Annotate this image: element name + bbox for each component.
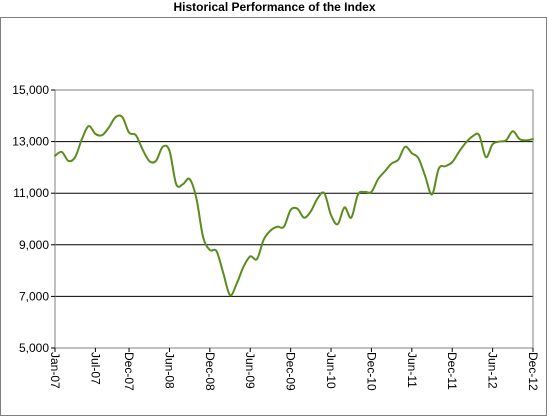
- x-tick-label: Dec-10: [364, 352, 378, 391]
- x-tick-label: Jun-09: [243, 352, 257, 389]
- y-axis: 5,000 7,000 9,000 11,000 13,000 15,000: [12, 83, 55, 355]
- y-tick-label: 9,000: [19, 238, 49, 252]
- y-tick-label: 11,000: [13, 186, 49, 200]
- x-tick-label: Jun-12: [486, 352, 500, 389]
- x-tick-label: Dec-12: [526, 352, 540, 391]
- x-axis: Jan-07 Jul-07 Dec-07 Jun-08 Dec-08 Jun-09 Dec-…: [48, 348, 540, 391]
- y-tick-label: 15,000: [12, 83, 49, 97]
- x-tick-label: Dec-08: [203, 352, 217, 391]
- chart-title: Historical Performance of the Index: [173, 0, 376, 14]
- x-tick-label: Jun-10: [324, 352, 338, 389]
- y-tick-label: 7,000: [19, 289, 49, 303]
- x-tick-label: Jun-11: [405, 352, 419, 388]
- x-tick-label: Dec-07: [122, 352, 136, 391]
- chart-frame: [0, 17, 547, 416]
- plot-area: [54, 89, 534, 349]
- index-series-line: [54, 114, 534, 297]
- x-tick-label: Dec-11: [445, 352, 459, 390]
- x-tick-label: Jan-07: [48, 352, 62, 389]
- x-tick-label: Jul-07: [88, 352, 102, 385]
- y-tick-label: 13,000: [12, 135, 49, 149]
- x-tick-label: Dec-09: [284, 352, 298, 391]
- y-tick-label: 5,000: [19, 341, 49, 355]
- x-tick-label: Jun-08: [162, 352, 176, 389]
